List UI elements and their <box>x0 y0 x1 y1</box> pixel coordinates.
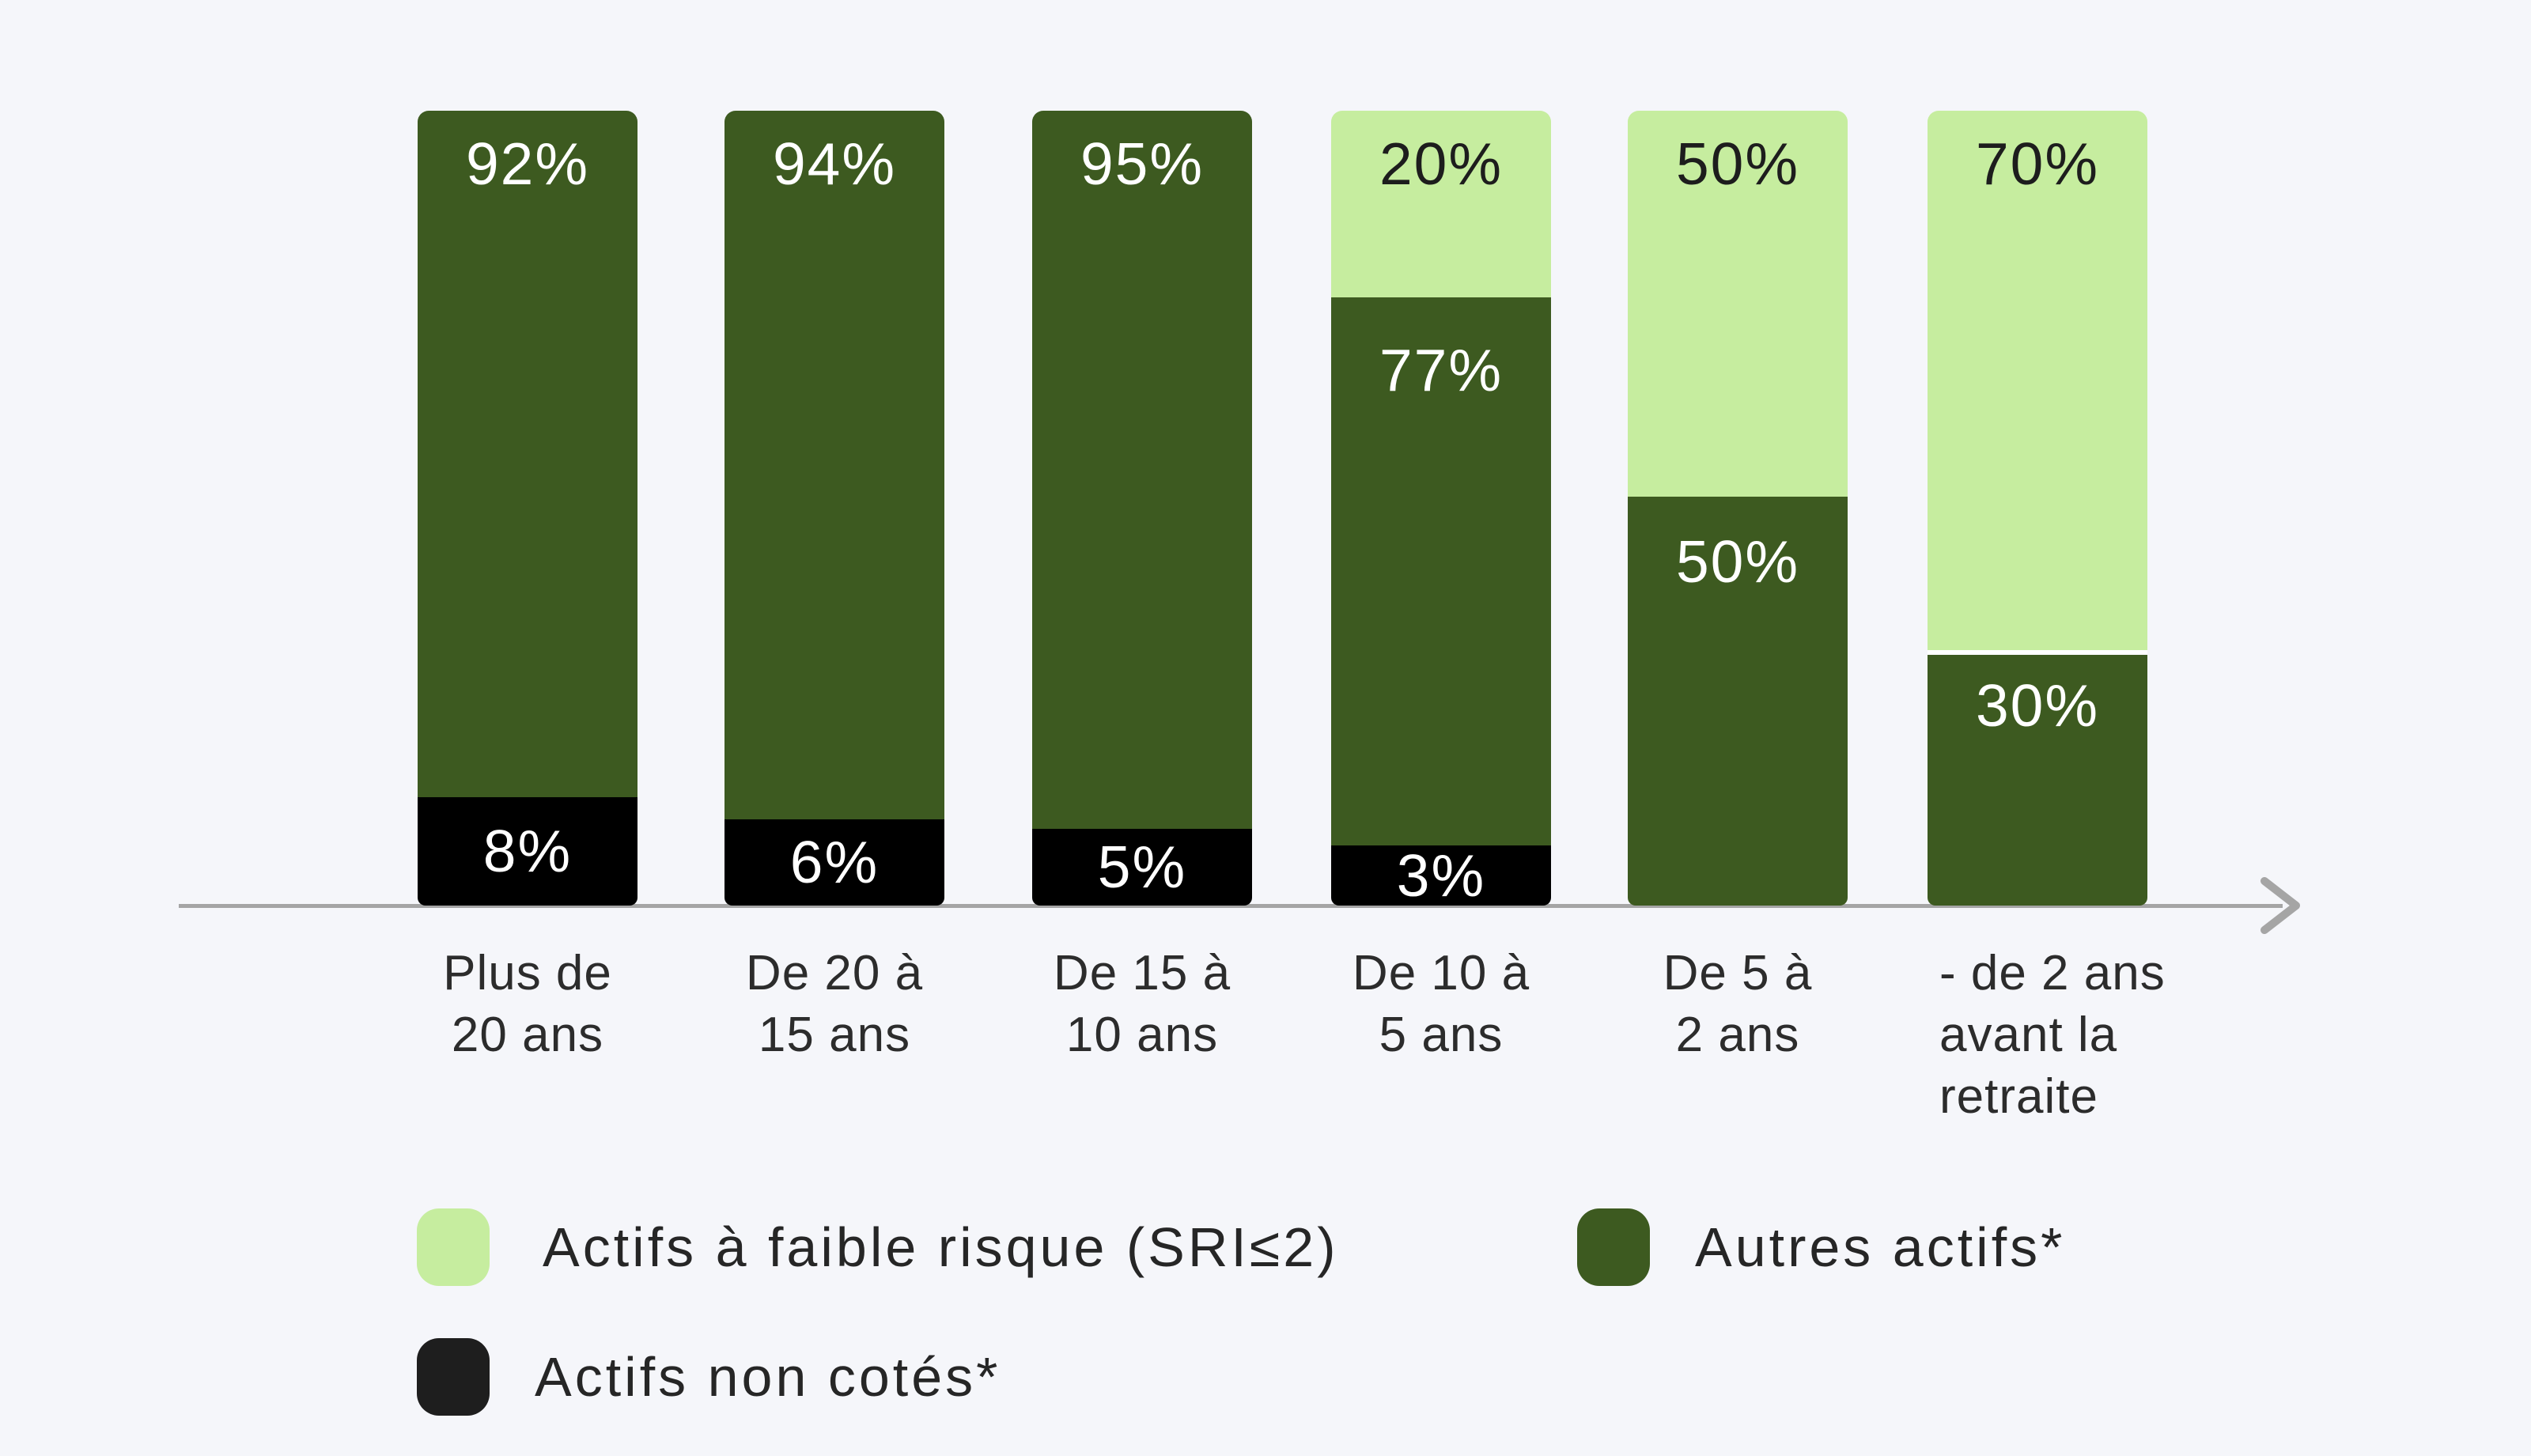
low-risk-segment: 20% <box>1331 111 1551 297</box>
category-label-line: - de 2 ans <box>1939 946 2166 1000</box>
segment-value-label: 77% <box>1379 337 1504 403</box>
category-label-5: De 5 à 2 ans <box>1540 943 1935 1066</box>
bar-6: 70% 30% <box>1928 111 2147 906</box>
segment-value-label: 3% <box>1396 841 1486 906</box>
category-label-line: De 10 à <box>1352 946 1530 1000</box>
unlisted-assets-segment: 8% <box>418 797 637 906</box>
segment-value-label: 50% <box>1675 130 1800 197</box>
segment-value-label: 50% <box>1675 528 1800 595</box>
category-label-line: De 5 à <box>1663 946 1813 1000</box>
other-assets-segment: 77% <box>1331 297 1551 845</box>
bar-5: 50% 50% <box>1628 111 1848 906</box>
segment-value-label: 92% <box>465 130 590 197</box>
unlisted-assets-segment: 5% <box>1032 829 1252 906</box>
category-label-line: 20 ans <box>451 1008 604 1062</box>
low-risk-segment: 50% <box>1628 111 1848 497</box>
segment-value-label: 70% <box>1975 130 2100 197</box>
legend-swatch-low-risk-assets <box>417 1208 490 1286</box>
segment-value-label: 6% <box>789 829 880 895</box>
legend-label-other-assets: Autres actifs* <box>1695 1216 2066 1278</box>
bar-2: 94% 6% <box>724 111 944 906</box>
segment-value-label: 5% <box>1097 834 1187 900</box>
category-label-line: 2 ans <box>1675 1008 1800 1062</box>
category-label-2: De 20 à 15 ans <box>637 943 1032 1066</box>
low-risk-segment: 70% <box>1928 111 2147 650</box>
segment-value-label: 8% <box>482 818 573 884</box>
other-assets-segment: 30% <box>1928 655 2147 906</box>
other-assets-segment: 50% <box>1628 497 1848 906</box>
segment-value-label: 94% <box>772 130 897 197</box>
legend-swatch-unlisted-assets <box>417 1338 490 1416</box>
category-label-line: retraite <box>1939 1069 2098 1124</box>
legend-label-low-risk-assets: Actifs à faible risque (SRI≤2) <box>543 1216 1339 1278</box>
category-label-3: De 15 à 10 ans <box>944 943 1340 1066</box>
bar-1: 92% 8% <box>418 111 637 906</box>
bar-4: 20% 77% 3% <box>1331 111 1551 906</box>
unlisted-assets-segment: 6% <box>724 819 944 906</box>
category-label-4: De 10 à 5 ans <box>1243 943 1639 1066</box>
x-axis-arrow-icon <box>2260 877 2300 934</box>
category-label-line: 5 ans <box>1379 1008 1504 1062</box>
category-label-line: De 20 à <box>745 946 924 1000</box>
legend-swatch-other-assets <box>1577 1208 1650 1286</box>
category-label-line: avant la <box>1939 1008 2118 1062</box>
segment-value-label: 30% <box>1975 672 2100 739</box>
segment-value-label: 20% <box>1379 130 1504 197</box>
category-label-1: Plus de 20 ans <box>330 943 725 1066</box>
bar-3: 95% 5% <box>1032 111 1252 906</box>
category-label-6: - de 2 ans avant la retraite <box>1939 943 2166 1128</box>
category-label-line: De 15 à <box>1053 946 1231 1000</box>
x-axis-line <box>179 904 2283 908</box>
category-label-line: 10 ans <box>1065 1008 1219 1062</box>
category-label-line: 15 ans <box>758 1008 911 1062</box>
other-assets-segment: 94% <box>724 111 944 819</box>
legend-label-unlisted-assets: Actifs non cotés* <box>535 1346 1001 1408</box>
category-label-line: Plus de <box>443 946 612 1000</box>
unlisted-assets-segment: 3% <box>1331 845 1551 906</box>
segment-divider <box>1928 650 2147 655</box>
other-assets-segment: 95% <box>1032 111 1252 829</box>
other-assets-segment: 92% <box>418 111 637 797</box>
segment-value-label: 95% <box>1080 130 1205 197</box>
